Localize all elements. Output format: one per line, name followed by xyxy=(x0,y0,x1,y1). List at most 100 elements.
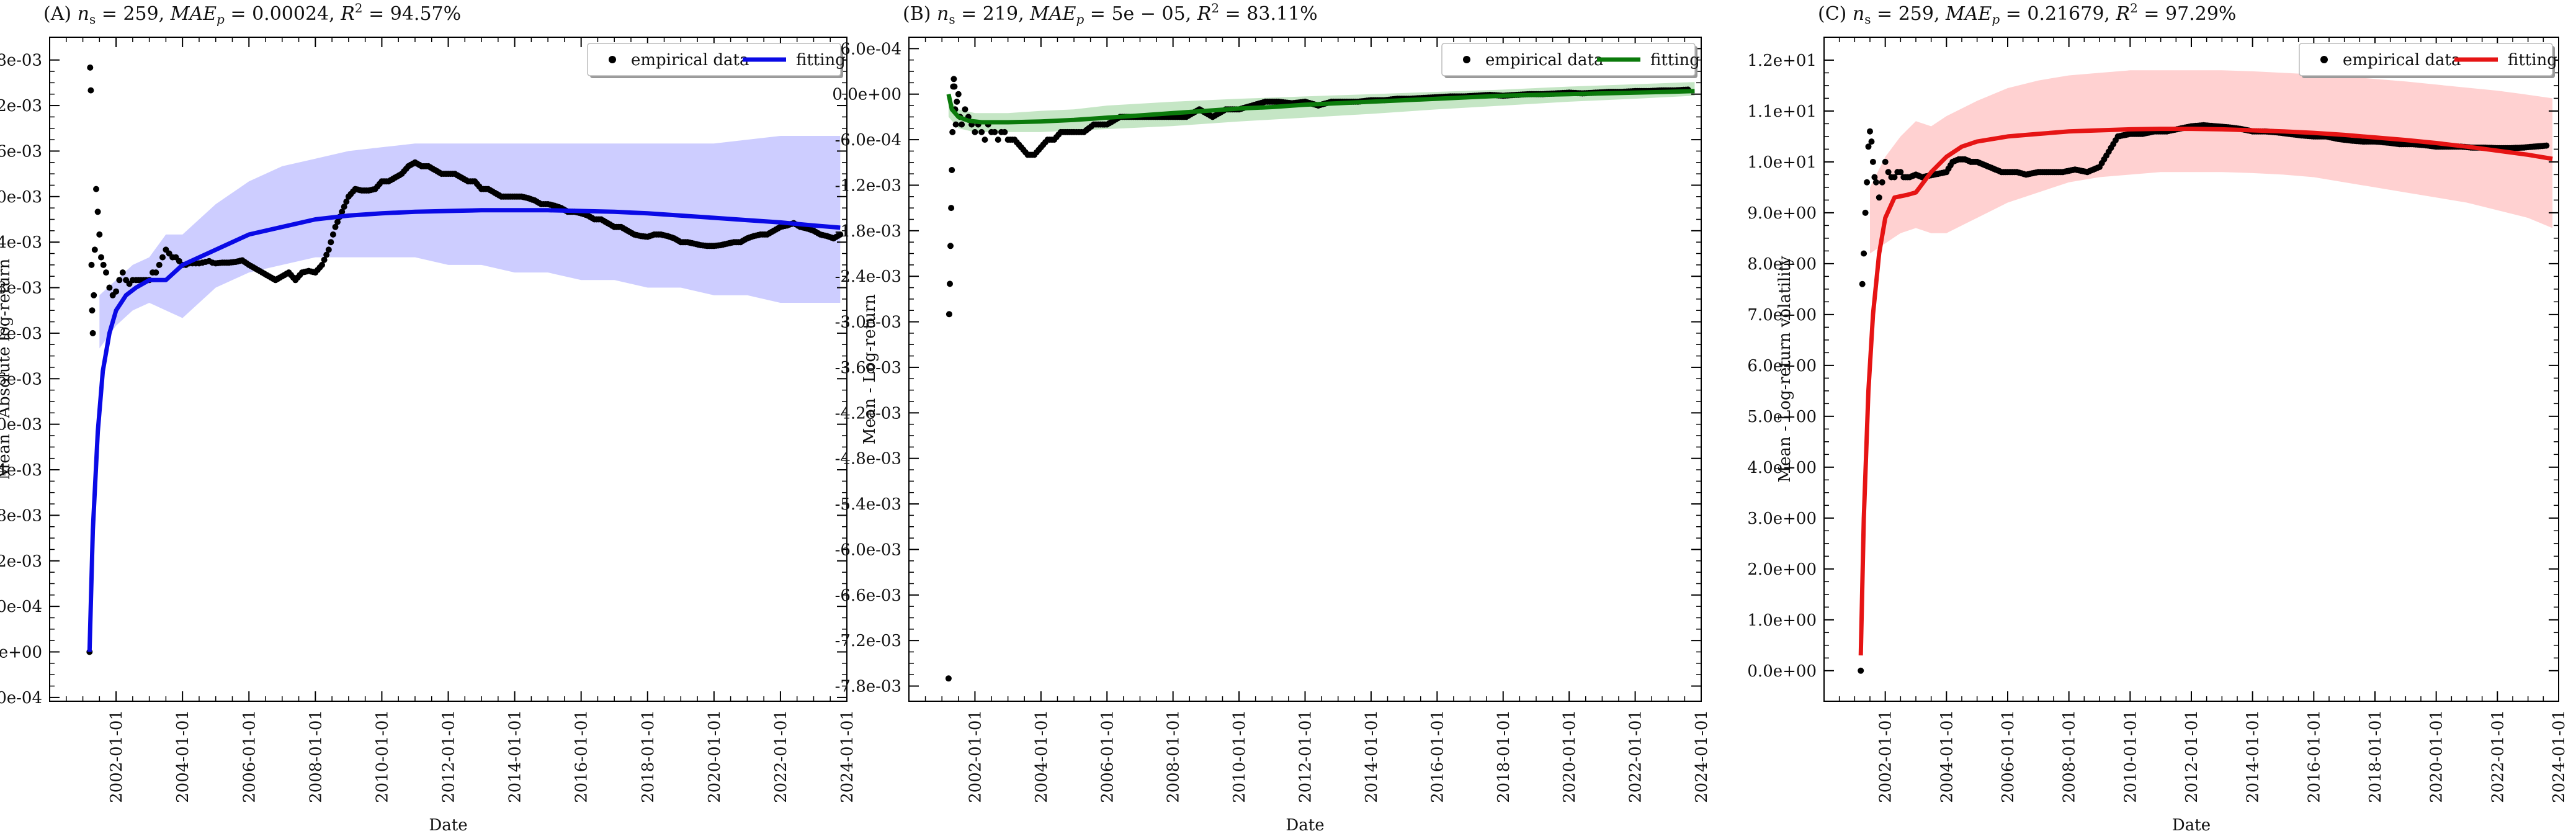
y-tick-label: -7.2e-03 xyxy=(835,632,901,650)
y-tick-label: 6.0e+00 xyxy=(1747,357,1817,375)
x-tick-label: 2018-01-01 xyxy=(1495,710,1513,803)
y-tick-label: 7.2e-03 xyxy=(0,97,42,115)
data-point xyxy=(1867,128,1873,135)
title-mae-value: = 5e − 05, xyxy=(1084,3,1197,25)
data-point xyxy=(1876,194,1882,201)
x-tick-label: 2012-01-01 xyxy=(1297,710,1315,803)
title-r2-value: = 83.11% xyxy=(1219,3,1318,25)
x-tick-label: 2022-01-01 xyxy=(1627,710,1645,803)
x-tick-label: 2004-01-01 xyxy=(174,710,192,803)
data-point xyxy=(972,128,978,135)
data-point xyxy=(1897,169,1904,176)
y-tick-label: -6.0e-04 xyxy=(0,689,42,707)
x-tick-label: 2010-01-01 xyxy=(1230,710,1249,803)
legend-box xyxy=(1441,43,1696,76)
data-point xyxy=(947,280,953,287)
title-r2-symbol: R xyxy=(2116,3,2131,25)
data-point xyxy=(332,223,339,230)
y-tick-label: -2.4e-03 xyxy=(835,267,901,286)
title-r2-symbol: R xyxy=(340,3,355,25)
data-point xyxy=(100,261,107,268)
legend-label-fitting: fitting xyxy=(2508,51,2557,70)
y-axis: -6.0e-04 0.0e+00 6.0e-04 1.2e-03 1.8e-03 2.4e… xyxy=(0,52,847,707)
x-tick-label: 2014-01-01 xyxy=(1362,710,1381,803)
chart-panel-1: 6.0e-04 0.0e+00 -6.0e-04 -1.2e-03 -1.8e-03 -2… xyxy=(832,1,1711,835)
y-tick-label: 4.0e+00 xyxy=(1747,459,1817,477)
chart-title: (B) ns = 219, MAEp = 5e − 05, R2 = 83.11… xyxy=(903,1,1318,27)
data-point xyxy=(1882,158,1889,165)
x-axis: 2002-01-01 2004-01-01 2006-01-01 2008-01-01… xyxy=(49,37,857,803)
y-tick-label: 6.0e-04 xyxy=(0,598,42,616)
legend-marker-empirical xyxy=(2320,56,2328,63)
data-point xyxy=(96,231,103,238)
x-tick-label: 2014-01-01 xyxy=(506,710,525,803)
x-tick-label: 2022-01-01 xyxy=(2489,710,2507,803)
title-ns-symbol: n xyxy=(1853,3,1864,25)
legend-label-empirical: empirical data xyxy=(2343,51,2461,70)
x-axis: 2002-01-01 2004-01-01 2006-01-01 2008-01-01… xyxy=(1823,37,2569,803)
y-tick-label: 1.8e-03 xyxy=(0,506,42,525)
x-tick-label: 2012-01-01 xyxy=(2183,710,2201,803)
title-mae-sub: p xyxy=(1992,12,2000,27)
data-point xyxy=(159,254,166,261)
x-tick-label: 2020-01-01 xyxy=(705,710,724,803)
title-ns-symbol: n xyxy=(78,3,89,25)
data-point xyxy=(98,254,104,261)
data-point xyxy=(1858,667,1864,674)
x-tick-label: 2020-01-01 xyxy=(2428,710,2446,803)
data-point xyxy=(319,261,325,268)
data-point xyxy=(1872,179,1879,186)
y-tick-label: 4.8e-03 xyxy=(0,279,42,298)
x-tick-label: 2008-01-01 xyxy=(1165,710,1183,803)
data-point xyxy=(113,288,120,295)
title-r2-symbol: R xyxy=(1197,3,1212,25)
chart-title: (A) ns = 259, MAEp = 0.00024, R2 = 94.57… xyxy=(43,1,461,27)
data-point xyxy=(119,269,126,276)
y-tick-label: -6.6e-03 xyxy=(835,586,901,605)
data-point xyxy=(1859,280,1866,287)
plot-frame xyxy=(908,37,1702,702)
fitting-line xyxy=(1858,127,2553,656)
y-tick-label: 7.8e-03 xyxy=(0,52,42,70)
legend: empirical data fitting xyxy=(587,43,846,78)
data-point xyxy=(950,76,957,83)
data-point xyxy=(156,261,163,268)
y-axis: 0.0e+00 1.0e+00 2.0e+00 3.0e+00 4.0e+00 5.0e+… xyxy=(1747,52,2559,681)
y-tick-label: 6.0e-03 xyxy=(0,188,42,207)
title-r2-sup: 2 xyxy=(1211,1,1219,16)
data-point xyxy=(321,256,328,263)
data-point xyxy=(1879,179,1885,186)
y-tick-label: -1.8e-03 xyxy=(835,222,901,241)
data-point xyxy=(1868,138,1875,145)
x-axis-label: Date xyxy=(429,816,467,835)
y-tick-label: -3.6e-03 xyxy=(835,359,901,377)
y-tick-label: -4.2e-03 xyxy=(835,404,901,423)
data-point xyxy=(991,128,998,135)
empirical-points xyxy=(86,64,844,655)
x-tick-label: 2016-01-01 xyxy=(2305,710,2323,803)
y-tick-label: 1.2e+01 xyxy=(1747,52,1817,70)
y-tick-label: 7.0e+00 xyxy=(1747,306,1817,325)
data-point xyxy=(106,284,113,291)
title-mae-value: = 0.21679, xyxy=(2000,3,2116,25)
x-tick-label: 2024-01-01 xyxy=(1693,710,1711,803)
y-tick-label: 5.4e-03 xyxy=(0,233,42,252)
x-tick-label: 2024-01-01 xyxy=(2550,710,2569,803)
y-tick-label: 0.0e+00 xyxy=(832,86,901,104)
x-tick-label: 2018-01-01 xyxy=(639,710,658,803)
title-mae-symbol: MAE xyxy=(1029,3,1076,25)
data-point xyxy=(325,246,332,253)
y-axis-label: Mean - Absolute log-return xyxy=(0,258,14,480)
title-panel-label: (B) xyxy=(903,3,937,25)
data-point xyxy=(153,269,159,276)
data-point xyxy=(1862,209,1869,216)
title-r2-value: = 94.57% xyxy=(363,3,462,25)
title-panel-label: (A) xyxy=(43,3,78,25)
title-panel-label: (C) xyxy=(1818,3,1853,25)
title-ns-sub: s xyxy=(89,12,96,27)
data-point xyxy=(91,246,98,253)
legend: empirical data fitting xyxy=(1441,43,1700,78)
data-point xyxy=(2543,142,2550,149)
y-tick-label: 5.0e+00 xyxy=(1747,408,1817,426)
data-point xyxy=(948,205,955,212)
